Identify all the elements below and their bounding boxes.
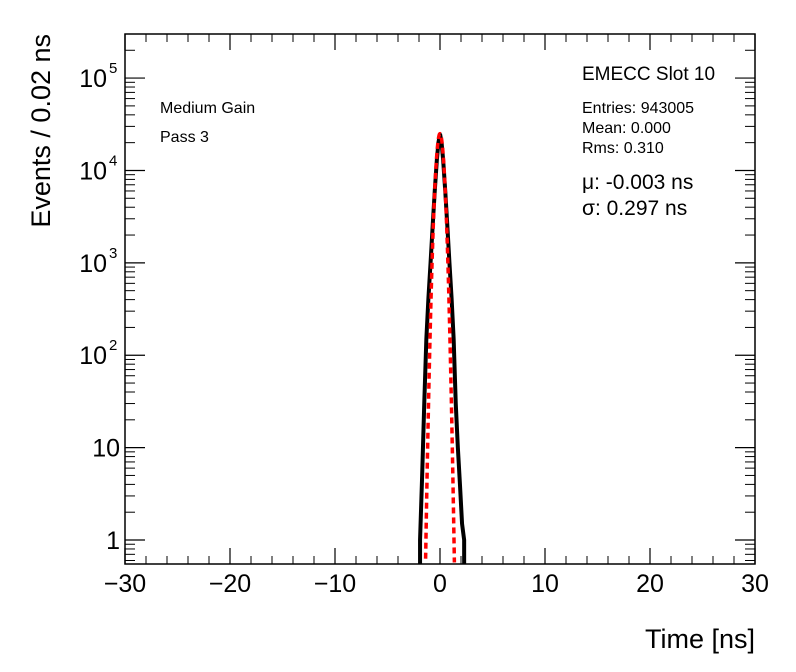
histogram-series	[418, 133, 467, 564]
y-tick-exponent: 5	[109, 60, 117, 77]
fit-sigma: σ: 0.297 ns	[582, 197, 687, 220]
gaussian-fit-line	[423, 131, 457, 563]
x-axis: −30 −20 −10 0 10 20 30	[104, 34, 769, 598]
x-tick-label: 10	[531, 570, 559, 598]
label-pass: Pass 3	[160, 129, 209, 146]
y-tick-label: 10	[79, 157, 107, 185]
x-axis-label: Time [ns]	[645, 624, 755, 654]
label-medium-gain: Medium Gain	[160, 100, 255, 117]
stats-rms: Rms: 0.310	[582, 140, 664, 157]
y-tick-exponent: 2	[109, 337, 117, 354]
stats-mean: Mean: 0.000	[582, 120, 671, 137]
x-tick-label: −20	[209, 570, 251, 598]
x-tick-label: −10	[314, 570, 356, 598]
y-tick-label: 10	[92, 435, 120, 463]
x-tick-label: 30	[741, 570, 769, 598]
y-tick-exponent: 3	[109, 245, 117, 262]
y-axis-label: Events / 0.02 ns	[26, 34, 56, 228]
x-tick-label: −30	[104, 570, 146, 598]
y-tick-label: 1	[106, 527, 120, 555]
fit-mu: μ: -0.003 ns	[582, 171, 693, 194]
chart-title: EMECC Slot 10	[582, 64, 715, 85]
y-tick-exponent: 4	[109, 152, 117, 169]
y-tick-label: 10	[79, 250, 107, 278]
minor-ticks	[125, 33, 755, 564]
x-tick-label: 0	[433, 570, 447, 598]
y-tick-label: 10	[79, 342, 107, 370]
stats-entries: Entries: 943005	[582, 100, 694, 117]
x-tick-label: 20	[636, 570, 664, 598]
y-tick-label: 10	[79, 65, 107, 93]
